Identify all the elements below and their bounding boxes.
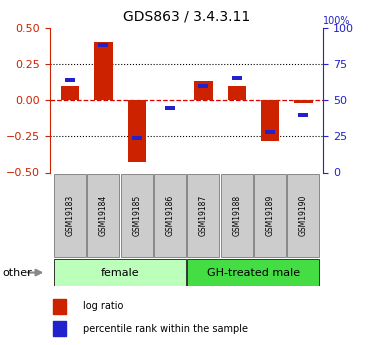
- Bar: [54, 259, 186, 286]
- Text: percentile rank within the sample: percentile rank within the sample: [83, 324, 248, 334]
- Bar: [298, 112, 308, 117]
- Bar: [228, 86, 246, 100]
- Bar: [53, 321, 66, 336]
- Bar: [198, 83, 208, 88]
- Bar: [61, 86, 79, 100]
- Bar: [53, 299, 66, 314]
- Bar: [265, 130, 275, 134]
- Bar: [221, 174, 253, 257]
- Bar: [154, 174, 186, 257]
- Title: GDS863 / 3.4.3.11: GDS863 / 3.4.3.11: [123, 10, 250, 24]
- Text: GSM19188: GSM19188: [232, 195, 241, 236]
- Bar: [65, 78, 75, 82]
- Text: log ratio: log ratio: [83, 301, 123, 311]
- Bar: [87, 174, 119, 257]
- Bar: [165, 106, 175, 110]
- Text: GSM19187: GSM19187: [199, 195, 208, 236]
- Bar: [121, 174, 153, 257]
- Bar: [294, 100, 313, 103]
- Bar: [194, 81, 213, 100]
- Text: 100%: 100%: [323, 16, 351, 26]
- Text: female: female: [101, 268, 139, 277]
- Bar: [254, 174, 286, 257]
- Bar: [187, 259, 320, 286]
- Text: GH-treated male: GH-treated male: [207, 268, 300, 277]
- Bar: [232, 76, 242, 80]
- Text: GSM19189: GSM19189: [266, 195, 275, 236]
- Bar: [94, 42, 112, 100]
- Bar: [54, 174, 86, 257]
- Bar: [261, 100, 279, 141]
- Bar: [132, 136, 142, 140]
- Bar: [127, 100, 146, 162]
- Text: GSM19184: GSM19184: [99, 195, 108, 236]
- Bar: [98, 43, 109, 47]
- Bar: [187, 174, 219, 257]
- Text: GSM19186: GSM19186: [166, 195, 174, 236]
- Text: GSM19185: GSM19185: [132, 195, 141, 236]
- Text: GSM19183: GSM19183: [65, 195, 75, 236]
- Bar: [287, 174, 320, 257]
- Text: other: other: [2, 268, 32, 277]
- Text: GSM19190: GSM19190: [299, 195, 308, 236]
